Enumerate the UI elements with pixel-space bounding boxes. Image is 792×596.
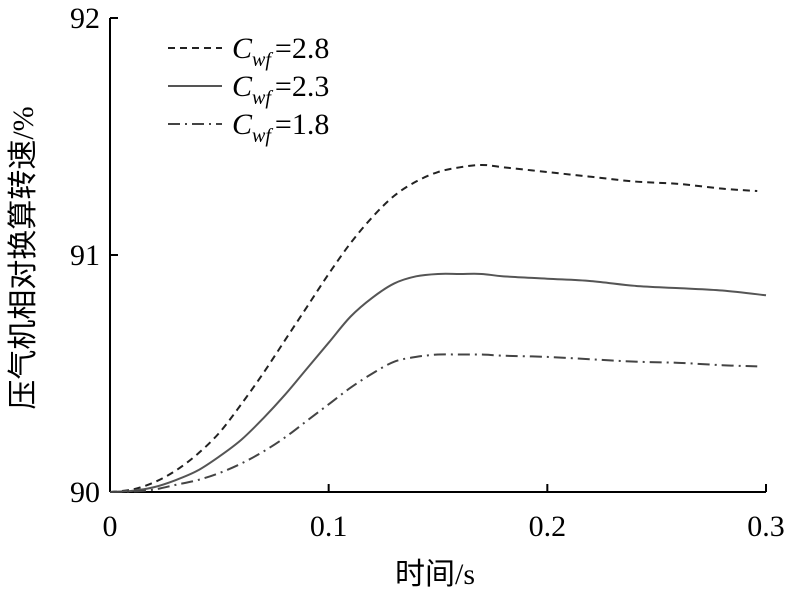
series-line-2 [109, 272, 767, 493]
series-line-3 [109, 353, 758, 493]
legend-subscript: wf [252, 125, 273, 147]
legend-subscript: wf [252, 87, 273, 109]
series-layer [109, 163, 767, 493]
legend-symbol: C [232, 108, 253, 141]
legend-symbol: C [232, 32, 253, 65]
ticks: 0 0.1 0.2 0.3 90 91 92 [70, 2, 785, 543]
y-tick-label: 91 [70, 239, 100, 272]
x-tick-label: 0.2 [529, 510, 567, 543]
legend-label-3: Cwf =1.8 [232, 108, 329, 147]
y-axis-label: 压气机相对换算转速/% [7, 106, 40, 409]
legend-label-1: Cwf =2.8 [232, 32, 329, 71]
legend-value: =2.3 [275, 70, 329, 103]
y-tick-label: 92 [70, 2, 100, 35]
x-tick-label: 0.3 [747, 510, 785, 543]
x-axis-label: 时间/s [395, 558, 475, 591]
y-tick-label: 90 [70, 476, 100, 509]
legend-value: =2.8 [275, 32, 329, 65]
x-tick-label: 0 [103, 510, 118, 543]
legend-value: =1.8 [275, 108, 329, 141]
legend-symbol: C [232, 70, 253, 103]
series-line-1 [109, 163, 758, 493]
axes [109, 18, 766, 493]
x-tick-label: 0.1 [310, 510, 348, 543]
legend-label-2: Cwf =2.3 [232, 70, 329, 109]
legend-subscript: wf [252, 49, 273, 71]
